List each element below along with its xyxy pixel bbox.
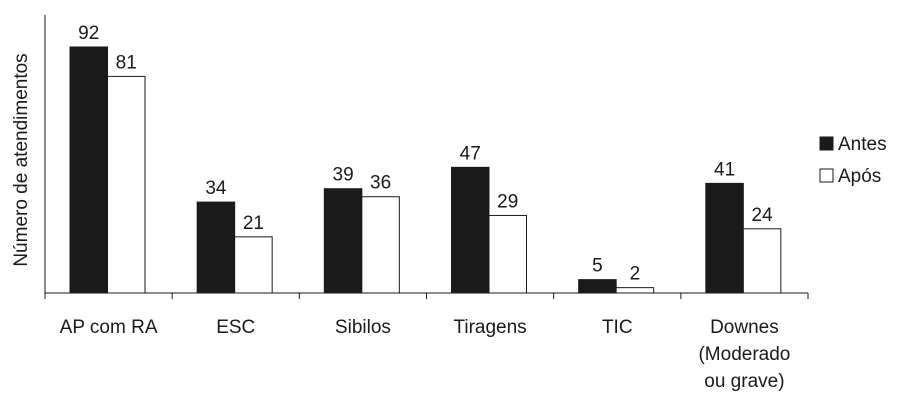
bar-aps-0 [107, 75, 146, 294]
legend-swatch-1 [819, 168, 834, 183]
x-tick-label: AP com RA [60, 317, 158, 338]
bar-antes-5 [705, 182, 744, 294]
data-label: 5 [592, 256, 603, 277]
data-label: 39 [333, 165, 354, 186]
bar-aps-5 [742, 228, 782, 294]
data-label: 36 [370, 173, 391, 194]
bar-aps-1 [234, 236, 273, 294]
bar-aps-4 [615, 287, 655, 294]
plot-area: 92 34 39 47 5 41 81 21 36 29 2 24 AP com RA ESC Sibilo… [44, 15, 809, 392]
data-label: 41 [714, 159, 735, 180]
bar-antes-3 [451, 166, 490, 294]
bar-aps-3 [488, 214, 527, 294]
legend-swatch-0 [819, 136, 834, 151]
bar-antes-2 [323, 188, 363, 294]
legend-label: Após [838, 166, 881, 187]
x-tick-label: Tiragens [453, 317, 526, 338]
data-label: 29 [497, 191, 518, 212]
data-label: 21 [243, 213, 264, 234]
x-tick-label: Downes (Moderado ou grave) [698, 317, 790, 392]
bar-antes-1 [196, 201, 236, 294]
legend: Antes Após [819, 134, 887, 187]
x-tick-label: TIC [602, 317, 633, 338]
bar-antes-4 [578, 279, 617, 294]
data-label: 81 [116, 52, 137, 73]
y-axis-label: Número de atendimentos [11, 53, 32, 266]
x-tick-label: ESC [216, 317, 255, 338]
data-label: 2 [630, 264, 641, 285]
data-label: 92 [78, 23, 99, 44]
x-tick-label: Sibilos [335, 317, 391, 338]
data-label: 47 [460, 143, 481, 164]
bar-antes-0 [69, 46, 108, 294]
legend-label: Antes [838, 134, 887, 155]
bar-aps-2 [361, 196, 400, 294]
data-label: 34 [205, 178, 227, 199]
data-label: 24 [752, 205, 774, 226]
